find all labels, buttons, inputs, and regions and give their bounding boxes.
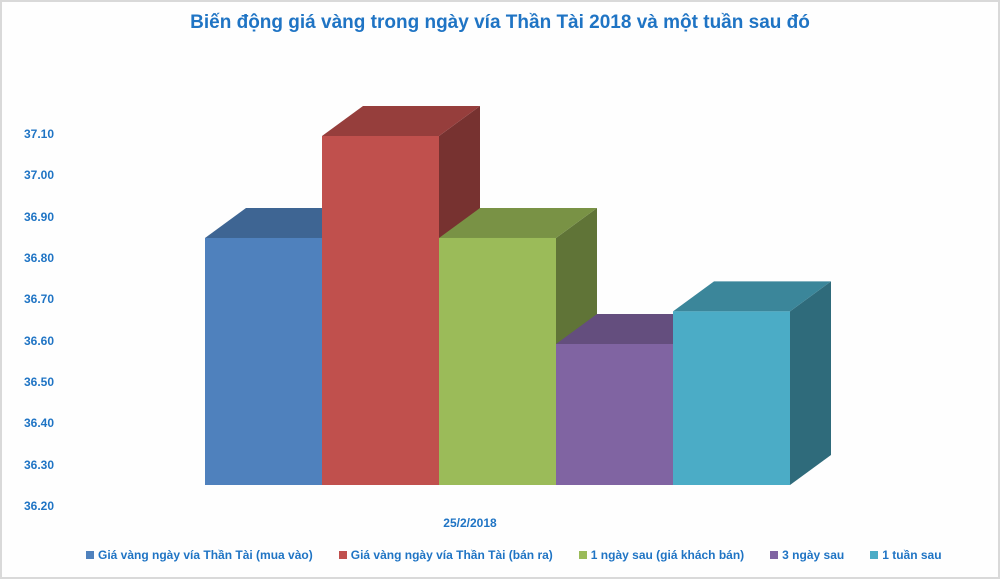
legend-item: 1 tuần sau	[870, 548, 942, 562]
bar-front-face	[556, 344, 673, 485]
bar-front-face	[205, 237, 322, 485]
y-tick-label: 36.90	[24, 209, 55, 224]
bar-side-face	[790, 281, 831, 485]
legend: Giá vàng ngày vía Thần Tài (mua vào) Giá …	[86, 548, 968, 562]
y-tick-label: 37.00	[24, 168, 55, 183]
legend-label: 1 ngày sau (giá khách bán)	[590, 548, 745, 562]
legend-swatch-icon	[86, 551, 94, 559]
legend-label: 3 ngày sau	[782, 548, 845, 562]
legend-item: 3 ngày sau	[770, 548, 844, 562]
legend-item: 1 ngày sau (giá khách bán)	[578, 548, 745, 562]
legend-label: Giá vàng ngày vía Thần Tài (bán ra)	[350, 548, 553, 562]
legend-label: Giá vàng ngày vía Thần Tài (mua vào)	[98, 548, 313, 562]
y-tick-label: 36.50	[24, 375, 55, 389]
bar-front-face	[439, 237, 556, 485]
bar-top-face	[673, 281, 831, 312]
y-tick-label: 36.60	[24, 333, 55, 348]
legend-swatch-icon	[578, 551, 587, 559]
y-tick-label: 36.80	[24, 251, 55, 265]
chart-title: Biến động giá vàng trong ngày vía Thần T…	[190, 12, 810, 33]
legend-item: Giá vàng ngày vía Thần Tài (bán ra)	[338, 548, 553, 562]
x-category-label: 25/2/2018	[443, 516, 497, 530]
y-tick-label: 36.20	[24, 499, 55, 513]
bar-5	[673, 281, 831, 485]
y-tick-label: 36.30	[24, 457, 55, 472]
bar-front-face	[322, 136, 439, 485]
legend-swatch-icon	[770, 551, 779, 559]
y-tick-label: 36.70	[24, 292, 55, 307]
bar-top-face	[322, 106, 480, 136]
legend-swatch-icon	[870, 551, 879, 559]
y-tick-label: 36.40	[24, 416, 55, 431]
y-tick-label: 37.10	[24, 127, 55, 141]
bar-front-face	[673, 311, 790, 485]
legend-item: Giá vàng ngày vía Thần Tài (mua vào)	[86, 548, 313, 562]
bar-top-face	[439, 207, 597, 238]
legend-swatch-icon	[338, 551, 347, 559]
legend-label: 1 tuần sau	[882, 548, 942, 562]
